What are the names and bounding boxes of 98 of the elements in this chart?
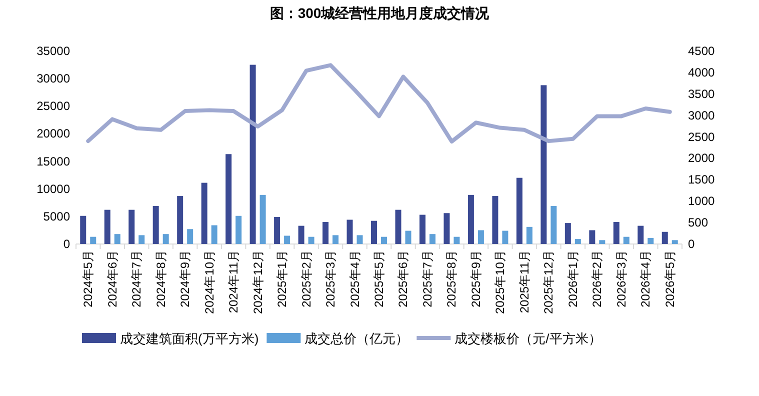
- bar: [152, 206, 159, 244]
- bar: [540, 85, 547, 244]
- bar: [672, 240, 678, 244]
- y-tick-label: 30000: [36, 72, 70, 86]
- bar: [187, 229, 194, 244]
- x-tick-label: 2025年8月: [444, 250, 459, 308]
- bar: [298, 226, 304, 244]
- x-tick-label: 2024年11月: [226, 250, 241, 314]
- bar: [550, 206, 557, 244]
- bar: [104, 210, 110, 244]
- bar: [332, 235, 339, 244]
- bar: [322, 222, 329, 244]
- x-tick-label: 2025年7月: [420, 250, 434, 308]
- y2-tick-label: 3000: [688, 108, 716, 122]
- x-tick-label: 2024年9月: [178, 250, 192, 308]
- bar: [468, 194, 474, 244]
- bar: [405, 230, 412, 244]
- bar: [236, 216, 242, 244]
- x-tick-label: 2024年8月: [154, 250, 168, 308]
- bar: [90, 236, 96, 244]
- x-tick-label: 2024年5月: [81, 250, 96, 308]
- chart-title: 图：300城经营性用地月度成交情况: [270, 5, 490, 21]
- bar: [564, 223, 571, 244]
- bar: [492, 196, 498, 244]
- y-tick-label: 10000: [36, 182, 70, 196]
- y2-tick-label: 2500: [688, 130, 716, 144]
- bar: [395, 210, 402, 244]
- y-tick-label: 25000: [36, 99, 70, 114]
- legend-label: 成交楼板价（元/平方米）: [454, 331, 602, 346]
- bar: [346, 220, 353, 244]
- bar: [429, 234, 436, 244]
- y2-tick-label: 4500: [688, 44, 716, 58]
- bar: [381, 236, 387, 244]
- y2-tick-label: 1500: [688, 172, 716, 187]
- bar: [444, 213, 450, 244]
- bar: [177, 196, 184, 244]
- y2-tick-label: 500: [688, 216, 708, 230]
- bar: [599, 240, 606, 244]
- x-tick-label: 2026年2月: [590, 250, 604, 308]
- x-tick-label: 2026年4月: [638, 250, 653, 308]
- legend-label: 成交总价（亿元）: [304, 331, 409, 346]
- bar: [284, 236, 290, 244]
- x-tick-label: 2025年4月: [348, 250, 362, 308]
- bar: [114, 234, 120, 244]
- x-tick-label: 2026年1月: [566, 250, 580, 308]
- bar: [502, 230, 508, 244]
- bar: [211, 225, 218, 244]
- x-tick-label: 2024年10月: [202, 250, 216, 314]
- x-tick-label: 2026年3月: [614, 250, 628, 308]
- y-tick-label: 0: [63, 237, 70, 251]
- x-tick-label: 2025年1月: [275, 250, 290, 308]
- bar: [589, 230, 596, 244]
- bar: [356, 235, 363, 244]
- line-series: [86, 63, 672, 144]
- bar: [638, 226, 644, 244]
- y2-tick-label: 0: [688, 237, 695, 251]
- x-tick-label: 2024年6月: [105, 250, 120, 308]
- x-tick-label: 2025年11月: [517, 250, 532, 314]
- bar: [128, 210, 135, 244]
- bar: [526, 226, 532, 244]
- bar: [454, 236, 460, 244]
- y2-tick-label: 4000: [688, 65, 716, 80]
- y-tick-label: 20000: [36, 126, 70, 141]
- x-tick-label: 2025年3月: [324, 250, 338, 308]
- bar: [613, 222, 620, 244]
- bar: [419, 214, 426, 244]
- x-tick-label: 2024年12月: [250, 250, 265, 314]
- x-tick-label: 2025年2月: [299, 250, 314, 308]
- y2-tick-label: 1000: [688, 194, 716, 208]
- bar: [201, 182, 208, 244]
- x-tick-label: 2025年9月: [468, 250, 483, 308]
- y-tick-label: 35000: [36, 44, 70, 58]
- y2-tick-label: 3500: [688, 86, 716, 101]
- x-tick-label: 2025年12月: [542, 250, 556, 314]
- bar: [662, 232, 668, 244]
- y2-tick-label: 2000: [688, 151, 716, 166]
- bar: [162, 234, 169, 244]
- legend-label: 成交建筑面积(万平方米): [120, 331, 259, 346]
- x-tick-label: 2026年5月: [662, 250, 677, 308]
- x-tick-label: 2024年7月: [130, 250, 144, 308]
- bar: [623, 236, 630, 244]
- x-tick-label: 2025年10月: [493, 250, 508, 314]
- bar: [138, 235, 145, 244]
- bar: [371, 220, 377, 244]
- bar: [574, 239, 581, 244]
- bar: [80, 216, 86, 244]
- bar: [274, 216, 280, 244]
- bar: [260, 194, 266, 244]
- bar: [478, 230, 484, 244]
- bar: [250, 64, 256, 244]
- y-tick-label: 5000: [43, 209, 70, 224]
- bar: [226, 154, 232, 244]
- x-tick-label: 2025年5月: [372, 250, 386, 308]
- bar: [308, 236, 314, 244]
- bar: [516, 178, 522, 244]
- y-tick-label: 15000: [36, 154, 70, 168]
- bar: [648, 238, 654, 244]
- x-tick-label: 2025年6月: [396, 250, 410, 308]
